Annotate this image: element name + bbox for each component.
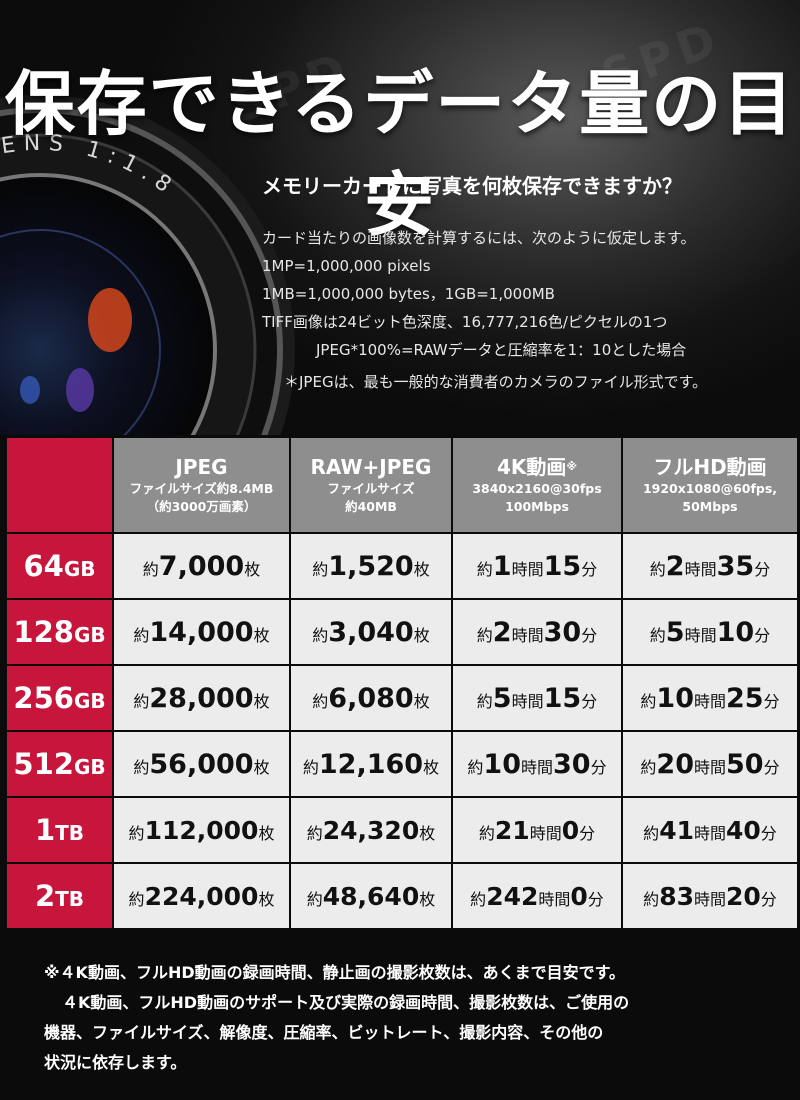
jpeg-count-cell: 約56,000枚	[114, 732, 289, 796]
capacity-table: JPEG ファイルサイズ約8.4MB （約3000万画素） RAW+JPEG フ…	[5, 436, 799, 930]
fullhd-time-cell: 約2時間35分	[623, 534, 797, 598]
column-header-jpeg: JPEG ファイルサイズ約8.4MB （約3000万画素）	[114, 438, 289, 532]
assumption-line: カード当たりの画像数を計算するには、次のように仮定します。	[262, 229, 696, 247]
4k-time-cell: 約10時間30分	[453, 732, 621, 796]
4k-time-cell: 約1時間15分	[453, 534, 621, 598]
column-header-raw-jpeg: RAW+JPEG ファイルサイズ 約40MB	[291, 438, 451, 532]
fullhd-time-cell: 約41時間40分	[623, 798, 797, 862]
footer-note: ※４K動画、フルHD動画の録画時間、静止画の撮影枚数は、あくまで目安です。 ４K…	[44, 958, 629, 1078]
table-row: 256GB 約28,000枚 約6,080枚 約5時間15分 約10時間25分	[7, 666, 797, 730]
4k-time-cell: 約21時間0分	[453, 798, 621, 862]
table-row: 64GB 約7,000枚 約1,520枚 約1時間15分 約2時間35分	[7, 534, 797, 598]
table-row: 2TB 約224,000枚 約48,640枚 約242時間0分 約83時間20分	[7, 864, 797, 928]
jpeg-count-cell: 約112,000枚	[114, 798, 289, 862]
assumption-line: TIFF画像は24ビット色深度、16,777,216色/ピクセルの1つ	[262, 313, 668, 331]
hero-background: OM LENS 1:1.8 SPD SPD 保存できるデータ量の目安 メモリーカ…	[0, 0, 800, 435]
jpeg-count-cell: 約14,000枚	[114, 600, 289, 664]
4k-time-cell: 約2時間30分	[453, 600, 621, 664]
assumption-line: 1MB=1,000,000 bytes，1GB=1,000MB	[262, 285, 555, 303]
capacity-cell: 256GB	[7, 666, 112, 730]
fullhd-time-cell: 約10時間25分	[623, 666, 797, 730]
table-row: 128GB 約14,000枚 約3,040枚 約2時間30分 約5時間10分	[7, 600, 797, 664]
raw-count-cell: 約48,640枚	[291, 864, 451, 928]
table-header-row: JPEG ファイルサイズ約8.4MB （約3000万画素） RAW+JPEG フ…	[7, 438, 797, 532]
intro-question: メモリーカードに写真を何枚保存できますか？	[262, 174, 682, 198]
4k-time-cell: 約242時間0分	[453, 864, 621, 928]
page-title: 保存できるデータ量の目安	[4, 63, 796, 246]
table-row: 1TB 約112,000枚 約24,320枚 約21時間0分 約41時間40分	[7, 798, 797, 862]
4k-time-cell: 約5時間15分	[453, 666, 621, 730]
assumption-line: JPEG*100%=RAWデータと圧縮率を1：10とした場合	[316, 341, 687, 359]
jpeg-count-cell: 約7,000枚	[114, 534, 289, 598]
capacity-cell: 128GB	[7, 600, 112, 664]
footer-line: 機器、ファイルサイズ、解像度、圧縮率、ビットレート、撮影内容、その他の	[44, 1023, 604, 1042]
fullhd-time-cell: 約20時間50分	[623, 732, 797, 796]
column-header-4k-video: 4K動画※ 3840x2160@30fps 100Mbps	[453, 438, 621, 532]
capacity-cell: 64GB	[7, 534, 112, 598]
footer-line: ※４K動画、フルHD動画の録画時間、静止画の撮影枚数は、あくまで目安です。	[44, 963, 626, 982]
table-corner	[7, 438, 112, 532]
fullhd-time-cell: 約83時間20分	[623, 864, 797, 928]
capacity-cell: 1TB	[7, 798, 112, 862]
raw-count-cell: 約6,080枚	[291, 666, 451, 730]
capacity-cell: 2TB	[7, 864, 112, 928]
footer-line: 状況に依存します。	[44, 1053, 187, 1072]
raw-count-cell: 約12,160枚	[291, 732, 451, 796]
capacity-cell: 512GB	[7, 732, 112, 796]
jpeg-count-cell: 約224,000枚	[114, 864, 289, 928]
column-header-fullhd-video: フルHD動画 1920x1080@60fps, 50Mbps	[623, 438, 797, 532]
fullhd-time-cell: 約5時間10分	[623, 600, 797, 664]
footer-line: ４K動画、フルHD動画のサポート及び実際の録画時間、撮影枚数は、ご使用の	[62, 993, 630, 1012]
raw-count-cell: 約3,040枚	[291, 600, 451, 664]
raw-count-cell: 約24,320枚	[291, 798, 451, 862]
table-row: 512GB 約56,000枚 約12,160枚 約10時間30分 約20時間50分	[7, 732, 797, 796]
camera-lens-image: OM LENS 1:1.8	[0, 95, 295, 435]
assumptions-block: カード当たりの画像数を計算するには、次のように仮定します。 1MP=1,000,…	[262, 224, 707, 396]
jpeg-count-cell: 約28,000枚	[114, 666, 289, 730]
assumption-note: ＊JPEGは、最も一般的な消費者のカメラのファイル形式です。	[284, 373, 708, 391]
assumption-line: 1MP=1,000,000 pixels	[262, 257, 431, 275]
raw-count-cell: 約1,520枚	[291, 534, 451, 598]
